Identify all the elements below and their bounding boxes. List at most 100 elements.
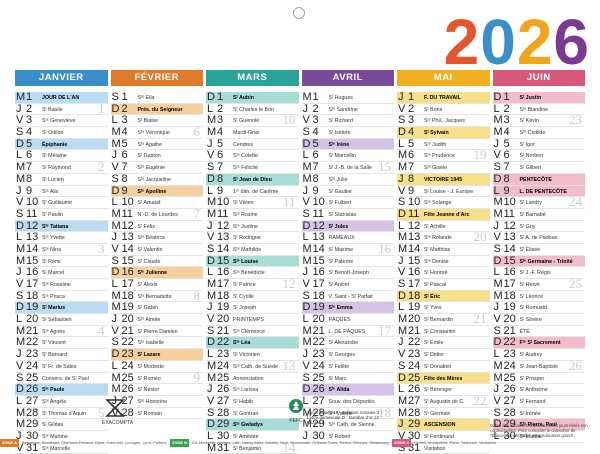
day-row: V 20 PRINTEMPS [206,314,299,326]
saint-name: Fête Jeanne d'Arc [424,211,470,218]
day-number: 13 [26,232,39,244]
day-letter: L [493,185,500,197]
saint-name: Sᵗ Maxime [328,246,354,253]
day-row: V 6 Sᵗᵉ Colette [206,150,299,163]
day-number: 6 [408,150,415,162]
day-letter: M [493,127,503,139]
day-number: 3 [217,115,224,127]
day-letter: L [207,349,214,361]
day-letter: D [493,255,502,267]
day-list: M 1 Sᵗ Hugues J 2 Sᵗᵉ Sandrine V 3 Sᵗ Richard S 4 S… [301,92,394,443]
saint-name: Convers. de Sᵗ Paul [42,375,89,382]
saint-name: Sᵗ Arnaud [137,200,161,207]
day-row: J 16 Sᵗ Marcel [15,267,108,279]
day-row: L 20 PÂQUES [301,314,394,326]
day-letter: S [398,197,406,209]
day-row: D 26 Sᵗᵉ Paule [15,384,108,396]
day-number: 20 [121,314,134,326]
day-letter: L [207,267,214,279]
day-number: 5 [26,138,33,150]
day-row: S 25 Convers. de Sᵗ Paul [15,373,108,385]
day-number: 4 [121,127,128,139]
day-letter: S [302,127,310,139]
saint-name: Sᵗ Félix [137,223,155,230]
saint-name: Sᵗ Louise - J. Europe [424,188,474,195]
day-row: D 12 Sᵗ Jules [301,220,394,233]
day-row: S 14 Sᵗᵉ Mathilde [206,244,299,256]
day-number: 8 [217,173,224,185]
day-row: D 15 Sᵗᵉ Louise [206,255,299,268]
saint-name: Sᵗᵉ Clémence [233,328,265,335]
day-letter: M [302,337,312,349]
day-letter: S [207,243,215,255]
year-digit: 2 [516,6,554,78]
day-row: M 24 Sᵗ Jean-Baptiste 26 [492,361,585,373]
day-number: 19 [408,302,421,314]
saint-name: RAMEAUX [328,235,355,242]
saint-name: Sᵗ Thomas d'Aquin [42,410,87,417]
saint-name: Sᵗ Boris [424,106,443,113]
saint-name: Sᵗ Hugues [328,95,353,101]
day-number: 3 [26,115,33,127]
day-letter: L [111,279,118,290]
day-number: 1 [26,92,33,103]
day-number: 17 [26,279,39,290]
day-letter: J [207,384,213,396]
day-number: 6 [503,150,510,162]
day-row: D 19 Sᵗ Marius [15,302,108,315]
day-letter: M [398,232,408,244]
day-letter: V [207,232,215,244]
saint-name: Sᵗ Georges [328,352,356,359]
month-header: JANVIER [15,70,108,86]
day-number: 21 [26,325,39,337]
saint-name: Sᵗ Richard [328,118,353,125]
day-number: 18 [408,290,421,302]
day-number: 14 [26,243,39,255]
day-row: M 13 Sᵗᵉ Rolande 20 [397,232,490,244]
day-number: 29 [503,419,516,431]
day-number: 21 [312,325,325,337]
day-letter: M [302,173,312,185]
day-row: S 15 Sᵗ Claude [110,256,203,268]
day-letter: J [302,349,309,361]
saint-name: Sᵗᵉ Bernadette [137,293,172,300]
saint-name: Sᵗ Donatien [424,363,452,370]
day-row: L 30 Sᵗ Amédée [206,431,299,443]
saint-name: Sᵗ Léonce [519,293,544,300]
day-letter: V [111,325,119,337]
saint-name: Sᵗ Guillaume [42,200,73,207]
day-row: D 2 Prés. du Seigneur [110,103,203,116]
day-number: 16 [26,267,39,279]
day-row: J 30 Sᵗᵉ Martine [15,431,108,443]
day-letter: J [398,92,404,103]
week-number: 19 [473,150,487,163]
day-row: D 29 Sᵗˢ Pierre, Paul [492,419,585,431]
week-number: 24 [569,197,582,209]
saint-name: Sᵗ Silvère [519,317,542,324]
day-row: D 9 Sᵗᵉ Apolline [110,185,203,198]
day-row: M 28 Sᵗ Thomas d'Aquin 5 [15,408,108,420]
day-row: M 28 Sᵗ Germain [397,408,490,420]
saint-name: N.-D. de Lourdes [137,211,178,218]
day-number: 1 [408,92,415,103]
day-letter: M [493,197,503,209]
day-number: 16 [503,267,516,279]
day-row: M 7 Sᵗ Raymond 2 [15,162,108,174]
day-number: 12 [121,220,134,232]
saint-name: Sᵗᵉ Colette [233,153,258,160]
day-letter: L [493,430,500,442]
day-list: J 1 F. DU TRAVAIL V 2 Sᵗ Boris S 3 Sᵗˢ Phil., Ja… [397,92,490,454]
day-row: L 20 Sᵗ Sébastien [15,314,108,326]
day-number: 25 [408,372,421,384]
day-number: 7 [217,162,224,174]
day-number: 2 [217,103,224,115]
day-row: L 6 Sᵗ Mélaine [15,150,108,163]
saint-name: Sᵗ A. de Padoue [519,235,558,242]
day-row: V 21 Sᵗ Pierre Damien [110,325,203,338]
saint-name: Sᵗ Audrey [519,352,543,359]
saint-name: Sᵗ Alexis [137,282,158,288]
day-letter: J [111,232,118,244]
day-row: V 17 Sᵗ Anicet [301,279,394,291]
day-row: M 17 Sᵗ Patrice 12 [206,279,299,291]
day-row: D 29 Sᵗᵉ Gwladys [206,419,299,431]
